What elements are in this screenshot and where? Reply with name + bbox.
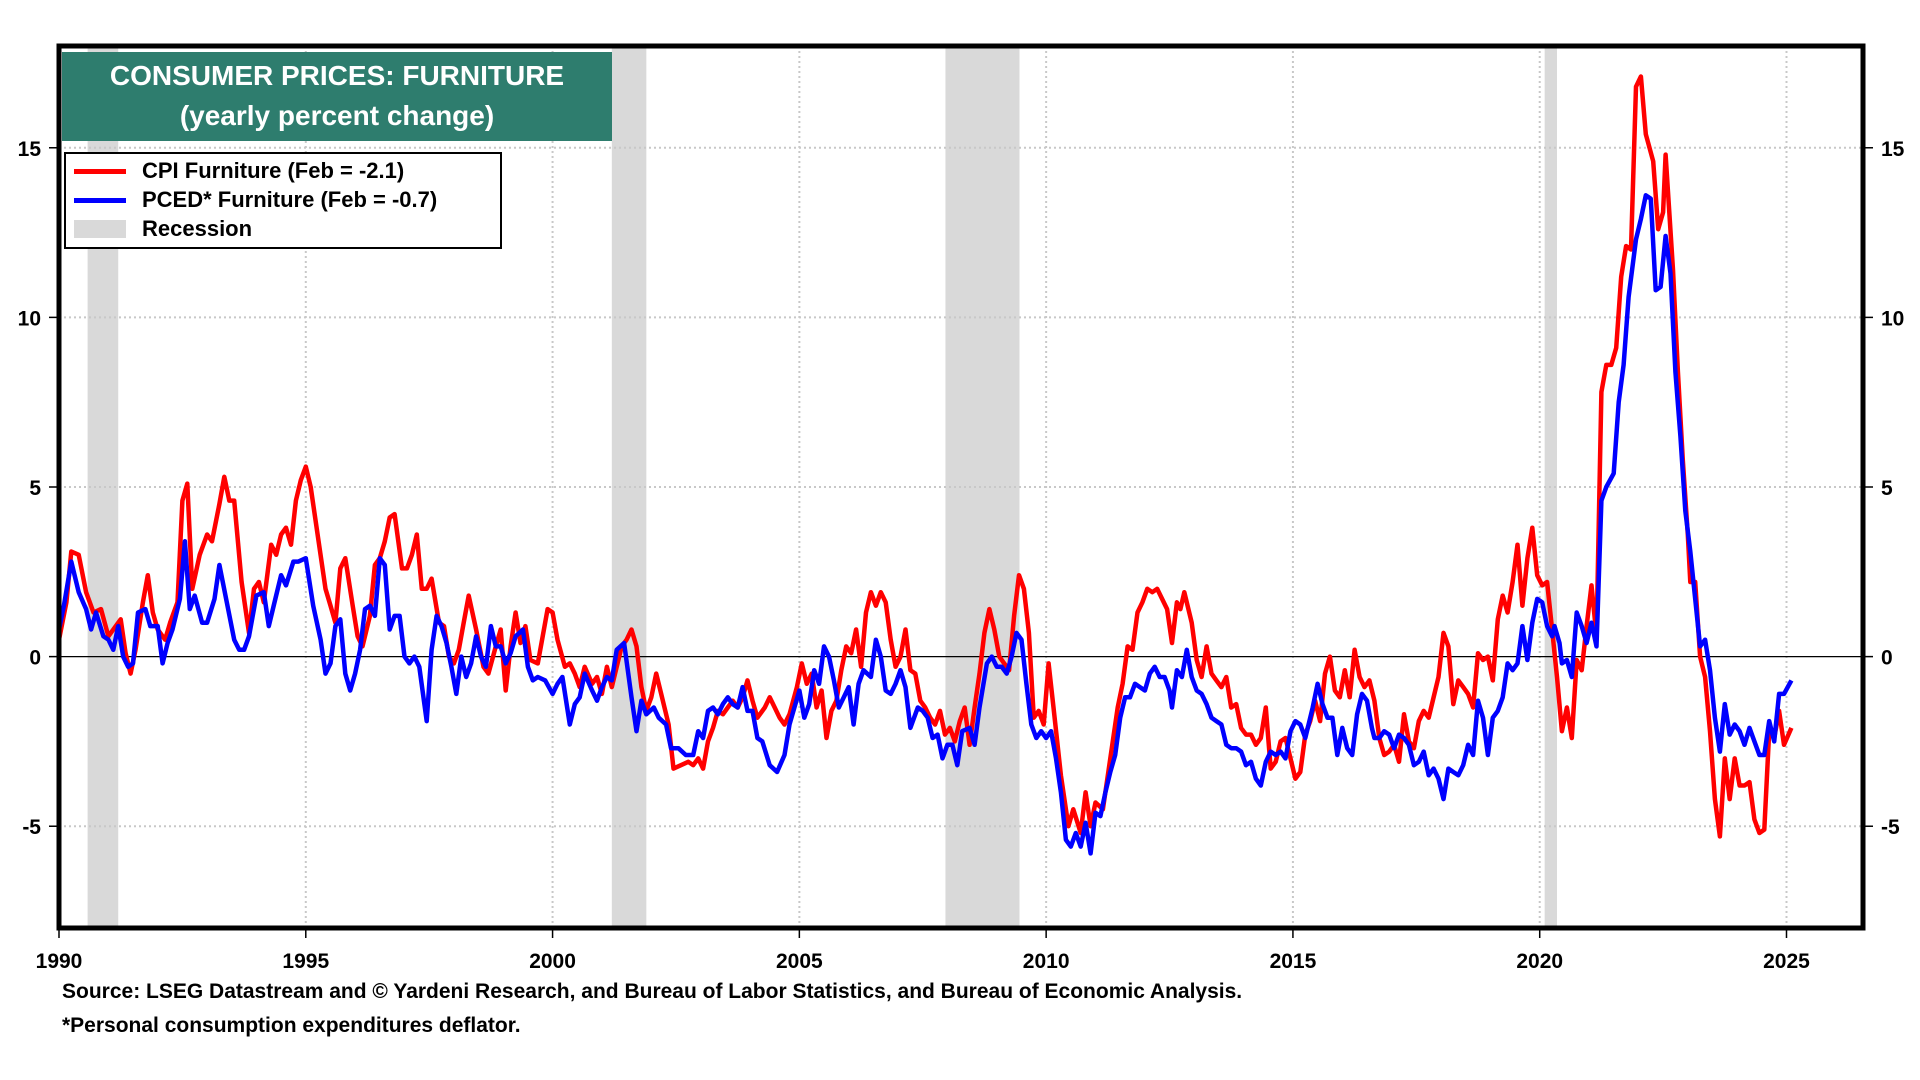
legend-item-recession: Recession	[74, 216, 252, 242]
source-note: Source: LSEG Datastream and © Yardeni Re…	[62, 980, 1243, 1003]
y-tick-label-right: -5	[1881, 816, 1900, 839]
chart-title: CONSUMER PRICES: FURNITURE	[109, 60, 565, 91]
legend-label-recession: Recession	[142, 216, 253, 241]
legend-label-cpi: CPI Furniture (Feb = -2.1)	[142, 158, 405, 183]
x-tick-label: 1990	[36, 950, 83, 973]
y-tick-label-right: 10	[1881, 307, 1904, 330]
x-tick-label: 2015	[1270, 950, 1317, 973]
x-axis-labels: 1990 1995 2000 2005 2010 2015 2020 2025	[36, 950, 1811, 973]
cpi-furniture-line	[56, 74, 1794, 839]
legend-item-pced: PCED* Furniture (Feb = -0.7)	[74, 187, 437, 213]
y-tick-label-right: 0	[1881, 647, 1893, 670]
legend-swatch-pced	[74, 197, 126, 203]
chart-title-box: CONSUMER PRICES: FURNITURE (yearly perce…	[62, 52, 612, 141]
x-tick-label: 2020	[1516, 950, 1563, 973]
legend: CPI Furniture (Feb = -2.1) PCED* Furnitu…	[64, 152, 502, 249]
y-tick-label-right: 15	[1881, 138, 1905, 161]
pced-footnote: *Personal consumption expenditures defla…	[62, 1014, 521, 1037]
y-tick-label-left: 5	[29, 477, 41, 500]
y-tick-label-left: 10	[18, 307, 41, 330]
recession-band	[945, 46, 1020, 928]
x-tick-label: 2005	[776, 950, 823, 973]
x-tick-label: 2000	[529, 950, 576, 973]
y-tick-label-right: 5	[1881, 477, 1893, 500]
y-tick-label-left: 0	[29, 647, 41, 670]
axis-ticks	[49, 147, 1873, 938]
x-tick-label: 2025	[1763, 950, 1810, 973]
legend-item-cpi: CPI Furniture (Feb = -2.1)	[74, 158, 404, 184]
y-tick-label-left: -5	[22, 816, 41, 839]
pced-furniture-line	[56, 193, 1794, 856]
x-tick-label: 2010	[1023, 950, 1070, 973]
y-axis-left-labels: -5 0 5 10 15	[18, 138, 42, 839]
y-axis-right-labels: -5 0 5 10 15	[1881, 138, 1905, 839]
y-tick-label-left: 15	[18, 138, 42, 161]
legend-label-pced: PCED* Furniture (Feb = -0.7)	[142, 187, 438, 212]
gridlines	[59, 46, 1863, 928]
x-tick-label: 1995	[282, 950, 329, 973]
chart-subtitle: (yearly percent change)	[179, 100, 495, 131]
legend-swatch-recession	[74, 220, 126, 238]
legend-swatch-cpi	[74, 168, 126, 174]
series-lines	[56, 74, 1794, 856]
